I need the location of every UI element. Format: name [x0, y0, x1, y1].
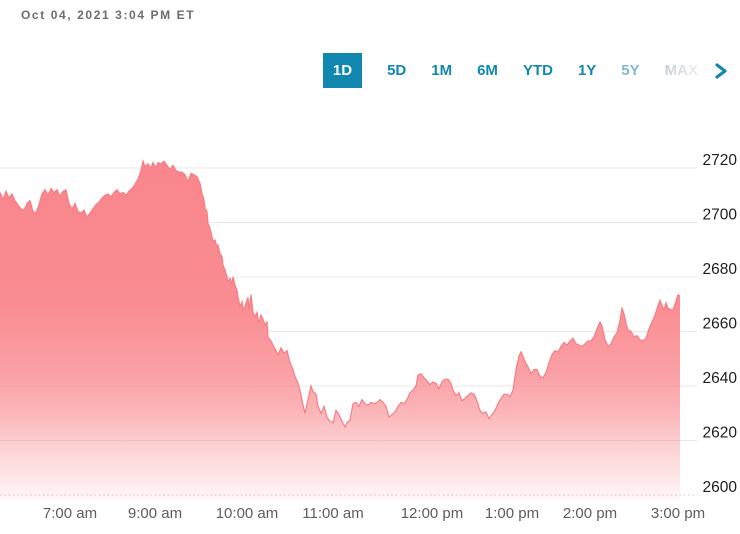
x-axis-label: 2:00 pm — [563, 505, 617, 522]
timestamp: Oct 04, 2021 3:04 PM ET — [21, 8, 196, 22]
tab-1d[interactable]: 1D — [322, 53, 363, 88]
tab-6m[interactable]: 6M — [477, 62, 498, 79]
y-axis-label: 2660 — [703, 316, 738, 333]
tab-max[interactable]: MAX — [664, 62, 698, 79]
tab-1m[interactable]: 1M — [431, 62, 453, 79]
x-axis-label: 1:00 pm — [485, 505, 539, 522]
x-axis-label: 12:00 pm — [401, 505, 464, 522]
tab-5d[interactable]: 5D — [387, 62, 407, 79]
x-axis-label: 7:00 am — [43, 505, 97, 522]
chevron-right-icon[interactable] — [712, 62, 729, 80]
x-axis-label: 10:00 am — [216, 505, 279, 522]
tab-ytd[interactable]: YTD — [522, 62, 553, 79]
y-axis-label: 2720 — [703, 152, 738, 169]
price-line — [0, 159, 681, 429]
x-axis-label: 11:00 am — [302, 505, 363, 522]
y-axis-label: 2700 — [703, 207, 738, 224]
price-area — [0, 161, 680, 500]
range-tabs: 1D 5D 1M 6M YTD 1Y 5Y MAX — [322, 52, 729, 89]
tab-5y[interactable]: 5Y — [621, 62, 640, 79]
y-axis-label: 2640 — [703, 370, 738, 387]
y-axis-label: 2680 — [703, 261, 738, 278]
y-axis-label: 2620 — [703, 425, 738, 442]
tab-1y[interactable]: 1Y — [577, 62, 597, 79]
y-axis-label: 2600 — [703, 479, 738, 496]
x-axis-label: 9:00 am — [128, 505, 182, 522]
x-axis-label: 3:00 pm — [651, 505, 705, 522]
